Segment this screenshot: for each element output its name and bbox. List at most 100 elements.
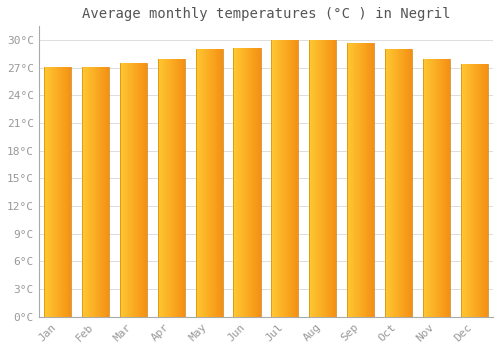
Bar [164, 58, 165, 317]
Bar [283, 40, 284, 317]
Bar [327, 40, 328, 317]
Bar [218, 49, 220, 317]
Bar [199, 49, 200, 317]
Bar [166, 58, 167, 317]
Bar [211, 49, 212, 317]
Bar [204, 49, 205, 317]
Bar [172, 58, 174, 317]
Bar [312, 40, 313, 317]
Bar [145, 63, 146, 317]
Bar [210, 49, 211, 317]
Bar [351, 43, 352, 317]
Bar [436, 58, 437, 317]
Bar [400, 49, 401, 317]
Bar [362, 43, 364, 317]
Bar [349, 43, 350, 317]
Bar [370, 43, 371, 317]
Bar [52, 67, 53, 317]
Bar [70, 67, 72, 317]
Bar [433, 58, 434, 317]
Bar [280, 40, 281, 317]
Bar [242, 48, 243, 317]
Bar [132, 63, 133, 317]
Bar [126, 63, 128, 317]
Bar [136, 63, 137, 317]
Bar [251, 48, 252, 317]
Bar [449, 58, 450, 317]
Bar [162, 58, 163, 317]
Bar [123, 63, 124, 317]
Bar [95, 67, 96, 317]
Bar [197, 49, 198, 317]
Bar [393, 49, 394, 317]
Bar [315, 40, 316, 317]
Bar [106, 67, 107, 317]
Bar [402, 49, 403, 317]
Bar [442, 58, 443, 317]
Bar [212, 49, 213, 317]
Bar [462, 64, 463, 317]
Bar [430, 58, 431, 317]
Bar [333, 40, 334, 317]
Bar [361, 43, 362, 317]
Bar [141, 63, 142, 317]
Bar [328, 40, 329, 317]
Bar [329, 40, 330, 317]
Bar [102, 67, 103, 317]
Bar [366, 43, 368, 317]
Bar [404, 49, 405, 317]
Bar [91, 67, 92, 317]
Bar [89, 67, 90, 317]
Bar [385, 49, 386, 317]
Bar [324, 40, 325, 317]
Bar [51, 67, 52, 317]
Bar [86, 67, 88, 317]
Bar [240, 48, 241, 317]
Bar [236, 48, 237, 317]
Bar [140, 63, 141, 317]
Bar [335, 40, 336, 317]
Bar [326, 40, 327, 317]
Bar [486, 64, 487, 317]
Bar [57, 67, 58, 317]
Bar [475, 64, 476, 317]
Bar [100, 67, 101, 317]
Bar [359, 43, 360, 317]
Title: Average monthly temperatures (°C ) in Negril: Average monthly temperatures (°C ) in Ne… [82, 7, 450, 21]
Bar [135, 63, 136, 317]
Bar [245, 48, 246, 317]
Bar [47, 67, 48, 317]
Bar [285, 40, 286, 317]
Bar [386, 49, 387, 317]
Bar [144, 63, 145, 317]
Bar [222, 49, 223, 317]
Bar [352, 43, 353, 317]
Bar [249, 48, 250, 317]
Bar [473, 64, 474, 317]
Bar [170, 58, 172, 317]
Bar [58, 67, 59, 317]
Bar [355, 43, 356, 317]
Bar [446, 58, 447, 317]
Bar [44, 67, 45, 317]
Bar [398, 49, 399, 317]
Bar [63, 67, 64, 317]
Bar [247, 48, 248, 317]
Bar [347, 43, 348, 317]
Bar [68, 67, 70, 317]
Bar [139, 63, 140, 317]
Bar [205, 49, 206, 317]
Bar [472, 64, 473, 317]
Bar [397, 49, 398, 317]
Bar [401, 49, 402, 317]
Bar [54, 67, 55, 317]
Bar [108, 67, 109, 317]
Bar [93, 67, 94, 317]
Bar [220, 49, 222, 317]
Bar [198, 49, 199, 317]
Bar [348, 43, 349, 317]
Bar [460, 64, 461, 317]
Bar [97, 67, 98, 317]
Bar [334, 40, 335, 317]
Bar [237, 48, 238, 317]
